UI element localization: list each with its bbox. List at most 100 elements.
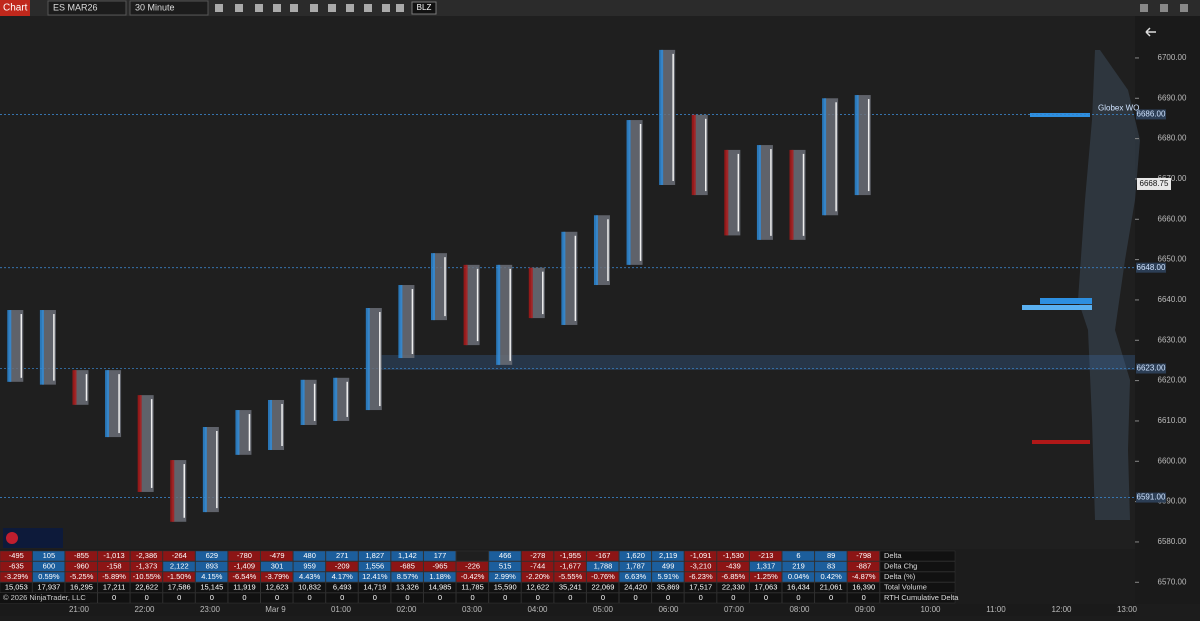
price-tick-label: 6690.00 (1158, 93, 1187, 102)
stat-value: 0 (699, 593, 703, 602)
stat-cell (195, 582, 228, 593)
stat-value: -264 (172, 551, 187, 560)
stat-cell (651, 550, 685, 562)
stat-value: 35,869 (657, 583, 680, 592)
footprint (628, 120, 643, 265)
stat-value: 0 (405, 593, 409, 602)
time-label: 02:00 (396, 605, 417, 614)
stat-value: 15,053 (5, 583, 28, 592)
footprint (9, 310, 24, 382)
stat-cell (195, 592, 228, 604)
stat-value: 0 (145, 593, 149, 602)
window-controls[interactable] (1140, 4, 1188, 12)
stat-cell (684, 571, 717, 583)
price-tick-label: 6580.00 (1158, 537, 1187, 546)
footprint-bid (235, 410, 240, 455)
stat-value: 22,069 (591, 583, 614, 592)
stat-cell (97, 550, 131, 562)
toolbar (0, 0, 1200, 16)
instrument[interactable]: ES MAR26 (53, 2, 98, 12)
stat-cell (521, 571, 554, 583)
stat-value: -780 (237, 551, 252, 560)
stat-value: 0 (471, 593, 475, 602)
back-arrow[interactable] (1145, 27, 1156, 37)
footprint (758, 145, 773, 240)
stat-cell (64, 561, 98, 572)
stat-cell (619, 571, 652, 583)
stat-value: 6,493 (333, 583, 352, 592)
stat-cell (260, 571, 294, 583)
chart-tab[interactable]: Chart (3, 3, 28, 14)
stat-value: -798 (856, 551, 871, 560)
stat-value: 301 (271, 562, 284, 571)
stat-cell (423, 592, 457, 604)
stat-cell (97, 592, 131, 604)
footprint-bid (691, 114, 696, 196)
stat-cell (521, 550, 554, 562)
footprint-bid (626, 120, 631, 265)
stat-cell (553, 592, 587, 604)
profile-poc (1022, 305, 1092, 310)
stat-value: 499 (662, 562, 675, 571)
price-tick-label: 6620.00 (1158, 376, 1187, 385)
stat-cell (423, 571, 457, 583)
footprint (791, 149, 806, 240)
footprint (693, 114, 708, 196)
toolbar-icons[interactable] (215, 4, 404, 12)
footprint-bid (39, 310, 44, 385)
stat-value: 6 (796, 551, 800, 560)
stat-value: -635 (9, 562, 24, 571)
interval[interactable]: 30 Minute (135, 2, 175, 12)
stat-cell (814, 582, 848, 593)
instrument-box[interactable] (47, 0, 127, 16)
price-tick-label: 6640.00 (1158, 295, 1187, 304)
stat-value: 0 (666, 593, 670, 602)
price-tick-label: 6570.00 (1158, 577, 1187, 586)
stat-cell (521, 582, 554, 593)
stat-value: -1.50% (167, 572, 191, 581)
interval-box[interactable] (129, 0, 209, 16)
stat-value: 0 (862, 593, 866, 602)
stat-value: 0 (568, 593, 572, 602)
profile-node (1030, 113, 1090, 117)
stat-value: 1,787 (626, 562, 645, 571)
stat-value: 4.43% (299, 572, 321, 581)
stat-value: 17,937 (37, 583, 60, 592)
stat-cell (227, 550, 261, 562)
stat-cell (814, 561, 848, 572)
template-box[interactable] (411, 1, 437, 15)
stat-value: 8.57% (397, 572, 419, 581)
stat-cell (423, 582, 457, 593)
stat-value: 0 (373, 593, 377, 602)
stat-cell (0, 582, 33, 593)
stat-label: Delta (%) (884, 572, 916, 581)
stat-cell (293, 550, 326, 562)
stat-value: -0.42% (461, 572, 485, 581)
stat-cell (586, 561, 620, 572)
stat-cell (521, 561, 554, 572)
footprint (335, 377, 350, 421)
stat-value: 4.15% (201, 572, 223, 581)
footprint-bid (333, 377, 338, 421)
stat-cell (390, 592, 424, 604)
stat-cell (227, 571, 261, 583)
stat-value: -6.23% (689, 572, 713, 581)
stat-cell (130, 592, 163, 604)
level-label-bg (1136, 109, 1166, 120)
stat-value: 35,241 (559, 583, 582, 592)
template[interactable]: BLZ (417, 3, 432, 12)
price-axis-panel (1135, 16, 1200, 604)
stat-value: 11,919 (233, 583, 255, 592)
stat-value: 0 (829, 593, 833, 602)
stat-value: 480 (303, 551, 316, 560)
stat-value: 15,590 (494, 583, 517, 592)
stat-value: 0 (112, 593, 116, 602)
stat-label: Total Volume (884, 583, 927, 592)
stat-value: 0.59% (38, 572, 60, 581)
footprint (563, 231, 578, 325)
stat-cell (684, 592, 717, 604)
time-label: 07:00 (724, 605, 745, 614)
level-name: Globex WO (1098, 104, 1139, 113)
footprint-bid (398, 285, 403, 359)
footprint (824, 98, 839, 216)
